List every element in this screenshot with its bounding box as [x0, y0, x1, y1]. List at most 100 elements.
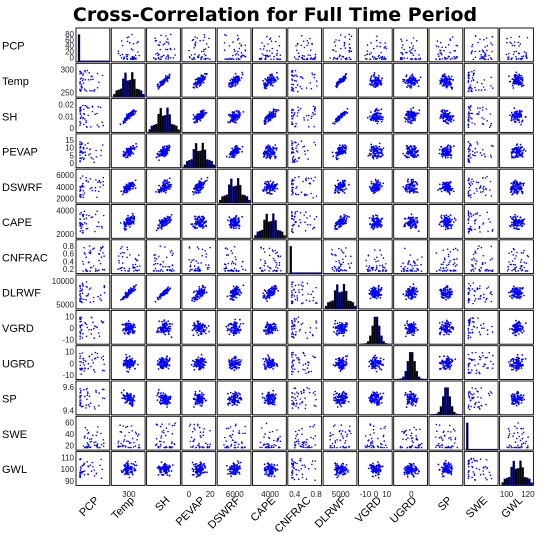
scatter-point [199, 183, 202, 185]
scatter-point [344, 36, 346, 38]
scatter-point [85, 179, 87, 182]
scatter-point [84, 144, 86, 146]
scatter-point [378, 117, 381, 120]
scatter-point [450, 188, 452, 190]
scatter-point [474, 123, 476, 125]
scatter-point [238, 116, 241, 119]
scatter-point [306, 217, 308, 219]
scatter-point [471, 150, 474, 153]
scatter-point [525, 51, 527, 54]
histogram-bar [168, 114, 171, 133]
scatter-point [235, 79, 238, 81]
scatter-point [475, 187, 478, 190]
scatter-point [373, 72, 376, 74]
scatter-point [350, 50, 353, 52]
scatter-point [407, 117, 409, 119]
scatter-point [449, 38, 452, 40]
scatter-point [449, 81, 451, 83]
scatter-point [407, 82, 409, 85]
scatter-point [130, 58, 132, 60]
scatter-point [241, 215, 244, 218]
scatter-point [79, 82, 81, 85]
scatter-point [131, 57, 134, 59]
scatter-point [79, 124, 81, 126]
scatter-point [401, 53, 404, 56]
histogram-bar [155, 123, 158, 133]
scatter-point [239, 112, 241, 114]
scatter-point [96, 210, 98, 213]
scatter-point [268, 111, 271, 113]
scatter-point [372, 183, 375, 185]
scatter-point [382, 182, 385, 185]
scatter-point [127, 185, 130, 188]
scatter-point [198, 54, 200, 56]
scatter-point [343, 192, 346, 194]
scatter-point [485, 108, 488, 110]
histogram-bar [157, 113, 160, 133]
scatter-point [513, 120, 516, 122]
scatter-point [445, 153, 448, 156]
scatter-point [87, 181, 90, 183]
scatter-point [384, 42, 386, 44]
histogram-bar [173, 124, 176, 133]
scatter-point [296, 84, 299, 86]
scatter-point [513, 41, 516, 43]
scatter-point [441, 80, 444, 83]
panel-DSWRF-SH [146, 168, 181, 204]
scatter-point [452, 119, 455, 122]
scatter-point [467, 116, 470, 118]
scatter-point [339, 34, 342, 36]
scatter-point [231, 82, 233, 84]
scatter-point [99, 106, 102, 109]
scatter-point [237, 148, 239, 151]
scatter-point [130, 110, 133, 113]
scatter-point [477, 107, 479, 109]
scatter-point [79, 81, 81, 83]
scatter-point [336, 119, 338, 121]
scatter-point [417, 149, 419, 152]
scatter-point [230, 85, 232, 88]
scatter-point [204, 76, 207, 78]
panel-SH-DSWRF [216, 98, 252, 133]
scatter-point [262, 79, 264, 82]
scatter-point [264, 78, 267, 80]
scatter-point [481, 117, 483, 119]
panel-DSWRF-DSWRF [216, 168, 252, 204]
scatter-point [94, 213, 97, 216]
scatter-point [233, 114, 236, 117]
scatter-point [368, 115, 371, 118]
scatter-point [380, 79, 383, 81]
scatter-point [473, 69, 475, 72]
scatter-point [490, 156, 492, 158]
scatter-point [240, 56, 243, 59]
scatter-point [229, 119, 232, 121]
scatter-point [232, 41, 234, 43]
scatter-point [479, 58, 481, 60]
scatter-point [241, 145, 244, 148]
scatter-point [297, 193, 300, 196]
scatter-point [230, 226, 233, 229]
scatter-point [268, 76, 270, 79]
scatter-point [402, 152, 404, 155]
scatter-point [291, 161, 294, 163]
scatter-point [406, 51, 408, 54]
scatter-point [372, 155, 375, 157]
scatter-point [203, 76, 205, 79]
scatter-point [265, 87, 268, 90]
scatter-point [232, 226, 235, 228]
scatter-point [313, 226, 315, 229]
scatter-point [86, 69, 89, 72]
histogram-bar [232, 186, 235, 203]
scatter-point [232, 219, 235, 222]
scatter-point [303, 119, 306, 121]
histogram-bar [91, 60, 94, 62]
scatter-point [166, 76, 169, 79]
scatter-point [157, 44, 160, 46]
scatter-point [303, 55, 306, 57]
scatter-point [293, 56, 296, 58]
scatter-point [161, 154, 164, 157]
scatter-point [480, 57, 483, 60]
scatter-point [371, 79, 374, 82]
scatter-point [340, 81, 343, 83]
scatter-point [310, 57, 313, 59]
